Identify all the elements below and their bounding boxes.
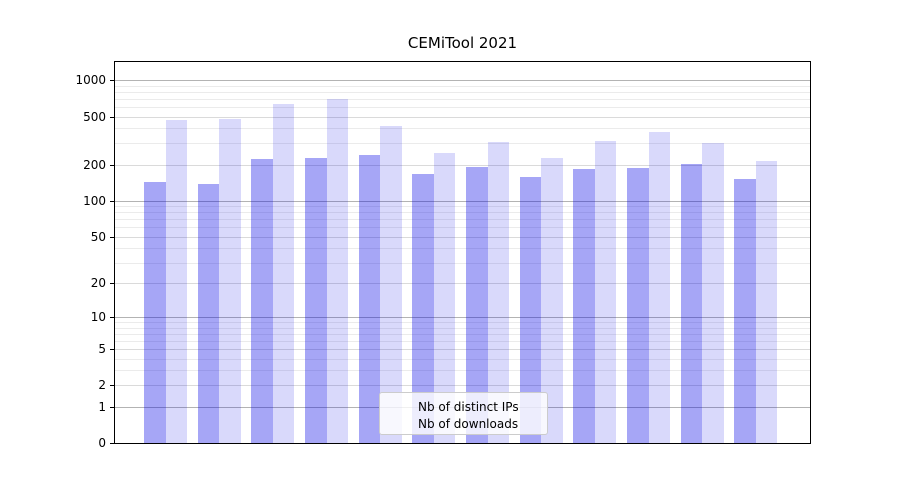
bar-distinct-ips-mar [251,158,273,443]
bar-downloads-jan [165,119,187,443]
gridline-mid [115,116,810,118]
gridline-minor [115,340,810,342]
y-tick-mark [110,406,114,408]
bar-distinct-ips-dec [734,178,756,443]
legend: Nb of distinct IPs Nb of downloads [379,392,548,435]
gridline-minor [115,212,810,214]
bar-downloads-feb [219,119,241,443]
legend-item-distinct-ips: Nb of distinct IPs [387,398,540,415]
gridline-minor [115,322,810,324]
gridline-major [115,200,810,202]
gridline-minor [115,248,810,250]
plot-area [114,61,811,444]
gridline-minor [115,262,810,264]
bar-distinct-ips-aug [519,176,542,443]
legend-label-downloads: Nb of downloads [418,416,519,431]
y-tick-label: 0 [98,436,106,450]
gridline-minor [115,333,810,335]
bar-downloads-aug [541,157,563,443]
y-tick-mark [110,283,114,285]
y-tick-mark [110,236,114,238]
y-tick-mark [110,385,114,387]
y-tick-mark [110,443,114,444]
gridline-mid [115,385,810,387]
bar-distinct-ips-oct [627,167,649,443]
y-tick-mark [110,164,114,166]
gridline-minor [115,85,810,87]
y-tick-label: 5 [98,341,106,356]
bar-downloads-apr [326,98,349,443]
y-tick-label: 1000 [75,73,106,88]
y-tick-label: 200 [83,157,106,172]
gridline-mid [115,164,810,166]
gridline-minor [115,370,810,372]
bar-distinct-ips-may [358,154,381,443]
y-tick-label: 100 [83,193,106,208]
y-tick-mark [110,80,114,82]
bar-distinct-ips-jul [466,167,488,443]
y-tick-mark [110,116,114,118]
y-tick-mark [110,317,114,319]
legend-swatch-downloads [387,418,409,429]
gridline-minor [115,92,810,94]
gridline-minor [115,128,810,130]
y-tick-label: 2 [98,378,106,393]
bar-distinct-ips-jan [144,181,166,443]
y-tick-label: 500 [83,109,106,124]
y-tick-label: 20 [90,276,106,291]
bar-downloads-jun [433,153,456,443]
gridline-minor [115,227,810,229]
bar-downloads-oct [648,132,671,443]
chart-title: CEMiTool 2021 [407,34,518,52]
gridline-minor [115,219,810,221]
bar-distinct-ips-nov [680,163,703,443]
y-tick-mark [110,200,114,202]
y-tick-mark [110,348,114,350]
bar-downloads-dec [755,160,778,443]
bar-distinct-ips-jun [412,174,434,443]
y-tick-label: 10 [90,310,106,325]
y-tick-label: 50 [90,229,106,244]
gridline-minor [115,327,810,329]
bar-downloads-sep [594,141,617,443]
gridline-minor [115,358,810,360]
gridline-major [115,80,810,82]
bar-distinct-ips-apr [305,157,327,443]
gridline-minor [115,99,810,101]
bar-distinct-ips-sep [573,169,595,443]
gridline-mid [115,283,810,285]
gridline-minor [115,143,810,145]
legend-item-downloads: Nb of downloads [387,415,540,432]
bar-downloads-mar [272,104,295,443]
bar-downloads-jul [487,142,510,443]
bar-downloads-may [380,126,402,443]
bar-downloads-nov [702,142,724,443]
gridline-mid [115,348,810,350]
legend-label-distinct-ips: Nb of distinct IPs [418,399,519,414]
bar-distinct-ips-feb [197,184,220,443]
y-tick-label: 1 [98,399,106,414]
gridline-minor [115,206,810,208]
gridline-major [115,317,810,319]
gridline-minor [115,107,810,109]
gridline-mid [115,236,810,238]
legend-swatch-distinct-ips [387,401,409,412]
